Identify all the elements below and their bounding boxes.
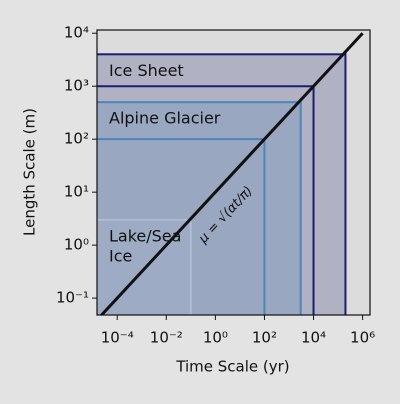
y-tick-label: 10² [64, 130, 89, 148]
y-tick-label: 10⁰ [64, 236, 89, 254]
y-tick-label: 10³ [64, 77, 89, 95]
x-axis-label: Time Scale (yr) [175, 358, 289, 376]
plot [97, 32, 364, 315]
x-tick-label: 10⁻² [150, 329, 183, 347]
y-axis-label: Length Scale (m) [21, 108, 39, 236]
y-tick-label: 10⁴ [64, 24, 89, 42]
region-label: Ice Sheet [109, 61, 184, 80]
diffusion-line [99, 32, 364, 315]
region-label: Alpine Glacier [109, 109, 221, 128]
x-tick-label: 10⁻⁴ [101, 329, 134, 347]
y-tick-label: 10⁻¹ [56, 289, 89, 307]
x-tick-label: 10⁰ [203, 329, 228, 347]
x-tick-label: 10² [252, 329, 277, 347]
region-label: Lake/Sea [109, 226, 181, 245]
y-tick-label: 10¹ [64, 183, 89, 201]
x-tick-label: 10⁶ [350, 329, 375, 347]
region-label: Ice [109, 246, 132, 265]
x-tick-label: 10⁴ [301, 329, 326, 347]
plot-frame [96, 29, 371, 316]
